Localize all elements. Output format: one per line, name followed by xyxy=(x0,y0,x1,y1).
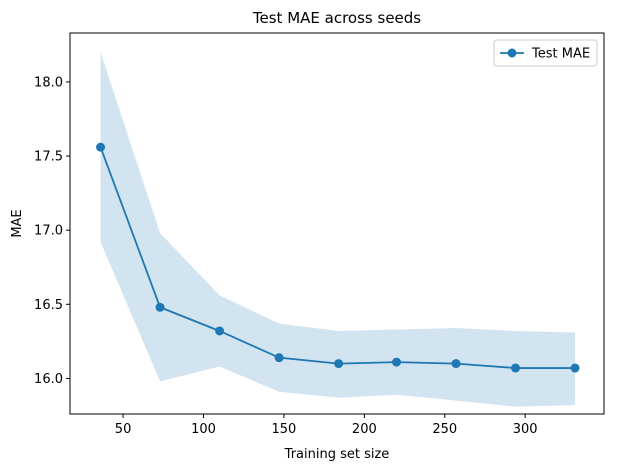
data-point xyxy=(155,302,165,312)
x-tick-label: 200 xyxy=(352,422,377,437)
x-tick-label: 100 xyxy=(191,422,216,437)
data-point xyxy=(511,363,521,373)
data-point xyxy=(392,357,402,367)
x-tick-label: 250 xyxy=(432,422,457,437)
x-tick-label: 150 xyxy=(272,422,297,437)
data-point xyxy=(96,142,106,152)
y-tick-label: 17.5 xyxy=(34,150,63,165)
y-tick-label: 16.0 xyxy=(34,372,63,387)
legend-marker-sample xyxy=(507,48,517,58)
legend-label: Test MAE xyxy=(531,47,590,62)
data-point xyxy=(570,363,580,373)
data-point xyxy=(215,326,225,336)
x-axis-title: Training set size xyxy=(284,447,390,462)
plot-frame xyxy=(69,32,605,415)
y-tick-label: 17.0 xyxy=(34,224,63,239)
series-marker-layer xyxy=(96,142,580,373)
y-tick-label: 16.5 xyxy=(34,298,63,313)
x-tick-label: 300 xyxy=(513,422,538,437)
x-tick-label: 50 xyxy=(115,422,132,437)
chart-title: Test MAE across seeds xyxy=(252,9,421,27)
data-point xyxy=(451,359,461,369)
confidence-band xyxy=(100,52,576,407)
x-ticks: 50 100 150 200 250 300 xyxy=(115,414,538,437)
data-point xyxy=(334,359,344,369)
y-tick-label: 18.0 xyxy=(34,75,63,90)
y-ticks: 16.0 16.5 17.0 17.5 18.0 xyxy=(34,75,70,387)
legend-box xyxy=(493,39,598,67)
axes-layer xyxy=(69,32,605,415)
legend: Test MAE xyxy=(493,39,598,67)
y-axis-title: MAE xyxy=(10,209,25,237)
data-point xyxy=(274,353,284,363)
confidence-band-layer xyxy=(100,52,576,407)
